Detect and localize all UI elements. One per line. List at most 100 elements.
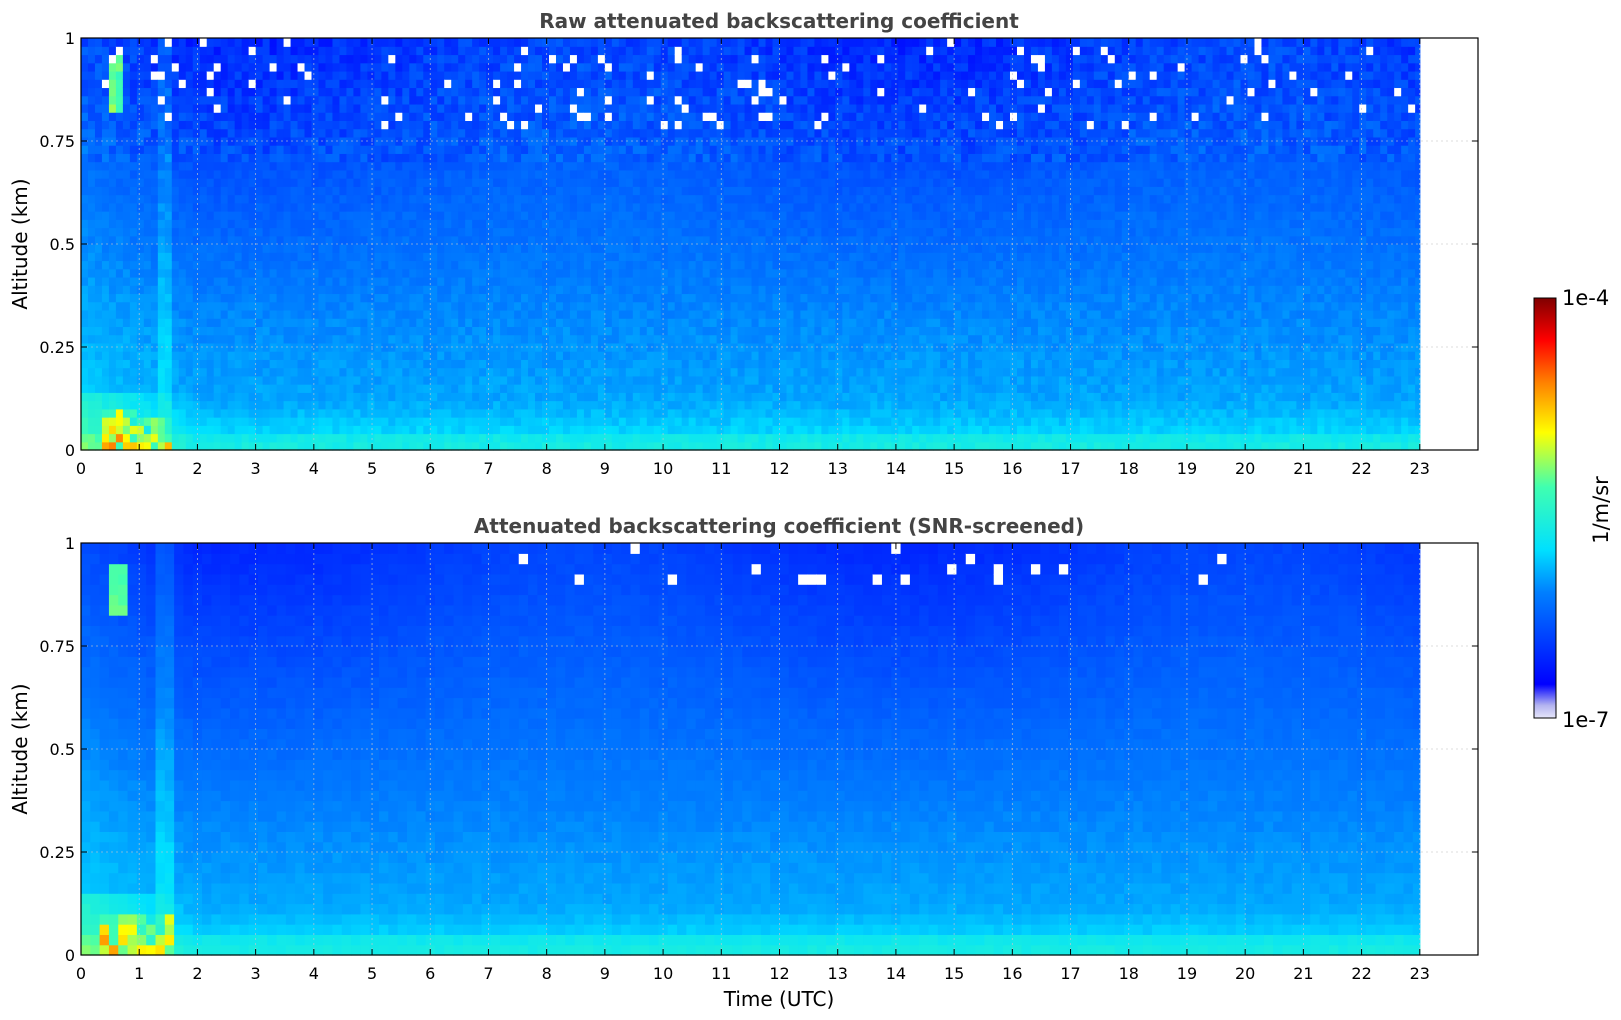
heatmap-cell <box>625 244 634 253</box>
heatmap-cell <box>297 417 306 426</box>
heatmap-cell <box>199 244 208 253</box>
heatmap-cell <box>709 252 718 262</box>
heatmap-cell <box>136 400 145 410</box>
heatmap-cell <box>458 408 466 418</box>
heatmap-cell <box>744 136 753 146</box>
heatmap-cell <box>569 219 578 229</box>
heatmap-cell <box>535 153 543 163</box>
heatmap-cell <box>486 384 494 393</box>
heatmap-cell <box>262 95 271 105</box>
heatmap-cell <box>241 128 250 138</box>
heatmap-cell <box>444 252 452 262</box>
heatmap-cell <box>458 128 466 138</box>
heatmap-cell <box>632 441 641 451</box>
heatmap-cell <box>695 186 704 196</box>
heatmap-cell <box>758 46 767 56</box>
heatmap-cell <box>157 334 166 344</box>
heatmap-cell <box>514 153 522 163</box>
heatmap-cell <box>569 392 578 402</box>
heatmap-cell <box>444 227 452 237</box>
heatmap-cell <box>437 375 445 385</box>
heatmap-cell <box>465 276 473 286</box>
heatmap-cell <box>493 38 501 47</box>
heatmap-cell <box>444 136 452 146</box>
heatmap-cell <box>248 112 257 121</box>
heatmap-cell <box>744 425 753 435</box>
heatmap-cell <box>535 219 543 229</box>
heatmap-cell <box>81 202 89 212</box>
heatmap-cell <box>367 120 375 130</box>
heatmap-cell <box>87 334 96 344</box>
heatmap-cell <box>549 425 557 435</box>
heatmap-cell <box>437 169 445 179</box>
heatmap-cell <box>81 244 89 253</box>
heatmap-cell <box>374 186 382 196</box>
heatmap-cell <box>290 384 299 393</box>
heatmap-cell <box>122 433 131 443</box>
heatmap-cell <box>234 202 243 212</box>
heatmap-cell <box>318 95 327 105</box>
heatmap-cell <box>646 384 655 393</box>
heatmap-cell <box>416 351 424 360</box>
heatmap-cell <box>290 417 299 426</box>
panel-raw: Raw attenuated backscattering coefficien… <box>8 9 1479 478</box>
heatmap-cell <box>108 219 117 229</box>
heatmap-cell <box>709 244 718 253</box>
heatmap-cell <box>737 318 746 327</box>
heatmap-cell <box>346 46 355 56</box>
heatmap-cell <box>555 112 564 121</box>
heatmap-cell <box>332 46 341 56</box>
heatmap-cell <box>528 178 536 187</box>
heatmap-cell <box>129 211 138 220</box>
heatmap-cell <box>367 441 375 451</box>
heatmap-cell <box>402 433 410 443</box>
heatmap-cell <box>367 384 375 393</box>
heatmap-cell <box>297 375 306 385</box>
heatmap-cell <box>653 260 662 270</box>
heatmap-cell <box>388 417 396 426</box>
heatmap-cell <box>549 161 557 171</box>
heatmap-cell <box>709 326 718 336</box>
heatmap-cell <box>611 145 620 154</box>
heatmap-cell <box>115 252 124 262</box>
heatmap-cell <box>255 211 264 220</box>
heatmap-cell <box>688 235 697 245</box>
heatmap-cell <box>472 408 480 418</box>
heatmap-cell <box>402 392 410 402</box>
heatmap-cell <box>542 161 550 171</box>
heatmap-cell <box>597 145 606 154</box>
heatmap-cell <box>465 103 473 113</box>
heatmap-cell <box>108 54 117 64</box>
heatmap-cell <box>262 252 271 262</box>
heatmap-cell <box>248 375 257 385</box>
heatmap-cell <box>451 326 459 336</box>
heatmap-cell <box>241 103 250 113</box>
heatmap-cell <box>318 309 327 319</box>
heatmap-cell <box>535 252 543 262</box>
heatmap-cell <box>562 285 571 295</box>
heatmap-cell <box>765 351 774 360</box>
heatmap-cell <box>346 276 355 286</box>
heatmap-cell <box>716 120 725 130</box>
heatmap-cell <box>604 169 613 179</box>
heatmap-cell <box>772 301 781 311</box>
heatmap-cell <box>150 178 159 187</box>
heatmap-cell <box>87 87 96 97</box>
heatmap-cell <box>521 169 529 179</box>
heatmap-cell <box>318 400 327 410</box>
heatmap-cell <box>451 38 459 47</box>
heatmap-cell <box>646 227 655 237</box>
heatmap-cell <box>458 46 466 56</box>
heatmap-cell <box>115 62 124 72</box>
heatmap-cell <box>625 178 634 187</box>
heatmap-cell <box>241 145 250 154</box>
heatmap-cell <box>549 433 557 443</box>
heatmap-cell <box>332 301 341 311</box>
heatmap-cell <box>94 392 103 402</box>
heatmap-cell <box>528 293 536 303</box>
heatmap-cell <box>590 276 599 286</box>
heatmap-cell <box>423 408 431 418</box>
heatmap-cell <box>535 293 543 303</box>
heatmap-cell <box>444 359 452 369</box>
heatmap-cell <box>115 95 124 105</box>
